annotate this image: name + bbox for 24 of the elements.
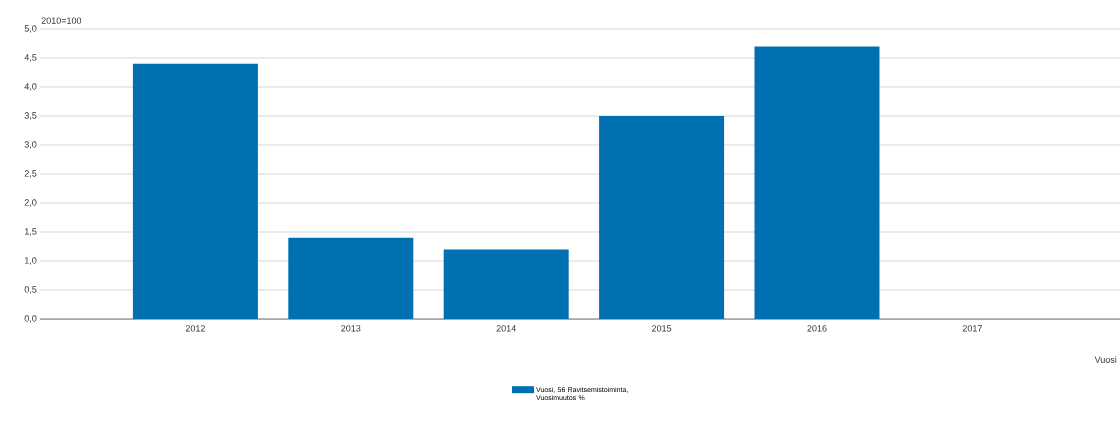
x-tick-label: 2013 [341, 325, 361, 332]
bar [754, 46, 880, 319]
text: 2010=100 [41, 17, 82, 24]
bar [443, 249, 569, 319]
x-tick-label: 2016 [807, 325, 827, 332]
bar [288, 237, 414, 319]
y-tick-label: 4,0 [24, 83, 37, 91]
y-tick-label: 0,5 [24, 286, 37, 294]
y-tick-label: 2,0 [24, 199, 37, 207]
y-tick-label: 1,0 [24, 257, 37, 265]
bar [599, 115, 725, 319]
x-tick-label: 2014 [496, 325, 516, 332]
x-tick-label: 2017 [962, 325, 982, 332]
y-tick-label: 5,0 [24, 25, 37, 33]
x-tick-label: 2015 [652, 325, 672, 332]
x-axis-title: Vuosi [1094, 356, 1117, 363]
y-tick-label: 3,5 [24, 112, 37, 120]
x-tick-label: 2012 [185, 325, 205, 332]
y-tick-label: 2,5 [24, 170, 37, 178]
y-tick-label: 3,0 [24, 141, 37, 149]
y-tick-label: 1,5 [24, 228, 37, 236]
y-tick-label: 0,0 [24, 315, 37, 323]
bar [132, 63, 258, 319]
y-tick-label: 4,5 [24, 54, 37, 62]
